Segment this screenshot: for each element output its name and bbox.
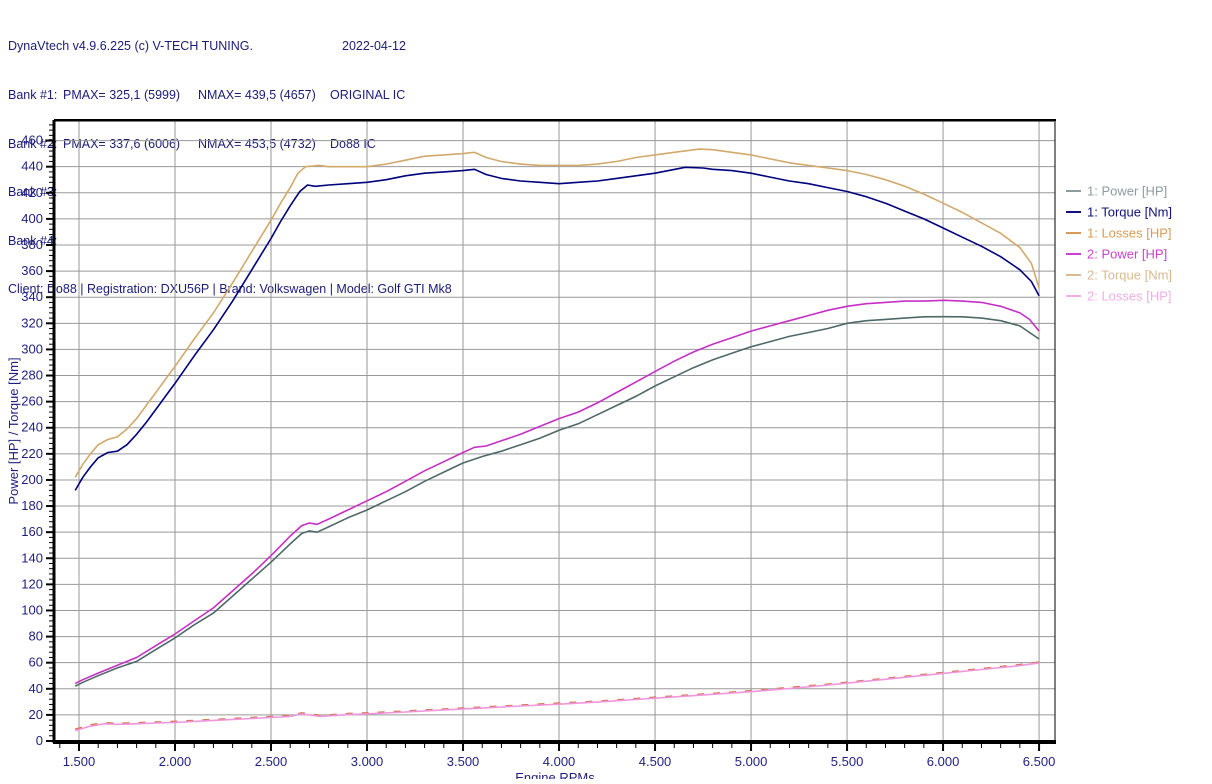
client-info: Client: Do88 | Registration: DXU56P | Br… <box>8 282 452 297</box>
y-tick-label: 180 <box>21 498 43 513</box>
y-tick-label: 60 <box>29 655 43 670</box>
y-tick-label: 440 <box>21 159 43 174</box>
x-tick-label: 1.500 <box>63 754 96 769</box>
legend-label: 2: Power [HP] <box>1087 247 1167 262</box>
y-tick-label: 40 <box>29 681 43 696</box>
legend-label: 2: Losses [HP] <box>1087 289 1172 304</box>
client-row: Client: Do88 | Registration: DXU56P | Br… <box>8 281 452 297</box>
y-tick-label: 460 <box>21 133 43 148</box>
x-tick-label: 5.500 <box>831 754 864 769</box>
title-row: DynaVtech v4.9.6.225 (c) V-TECH TUNING. … <box>8 38 452 54</box>
legend-label: 2: Torque [Nm] <box>1087 268 1172 283</box>
y-tick-label: 120 <box>21 576 43 591</box>
series-curve-4 <box>74 299 1040 685</box>
y-tick-label: 300 <box>21 341 43 356</box>
bank-nmax: NMAX= 439,5 (4657) <box>198 88 316 103</box>
y-tick-label: 340 <box>21 289 43 304</box>
y-tick-label: 280 <box>21 368 43 383</box>
x-tick-label: 4.500 <box>639 754 672 769</box>
bank-pmax: PMAX= 325,1 (5999) <box>63 88 181 103</box>
series-curve-2 <box>74 166 1040 491</box>
plot-border <box>54 120 1056 742</box>
legend-label: 1: Power [HP] <box>1087 184 1167 199</box>
legend-label: 1: Losses [HP] <box>1087 226 1172 241</box>
y-tick-label: 140 <box>21 550 43 565</box>
x-tick-label: 2.500 <box>255 754 288 769</box>
y-tick-label: 220 <box>21 446 43 461</box>
x-tick-label: 3.500 <box>447 754 480 769</box>
y-tick-label: 100 <box>21 602 43 617</box>
y-tick-label: 400 <box>21 211 43 226</box>
x-tick-label: 2.000 <box>159 754 192 769</box>
x-tick-label: 3.000 <box>351 754 384 769</box>
legend-label: 1: Torque [Nm] <box>1087 205 1172 220</box>
bank-row-1: Bank #1: PMAX= 325,1 (5999) NMAX= 439,5 … <box>8 87 452 103</box>
y-tick-label: 360 <box>21 263 43 278</box>
y-tick-label: 420 <box>21 185 43 200</box>
y-tick-label: 320 <box>21 315 43 330</box>
y-tick-label: 0 <box>36 733 43 748</box>
y-tick-label: 80 <box>29 629 43 644</box>
x-axis-title: Engine RPMs <box>515 770 595 779</box>
y-tick-label: 200 <box>21 472 43 487</box>
bank-label: Bank #1: <box>8 88 58 103</box>
chart-legend: 1: Power [HP] 1: Torque [Nm] 1: Losses [HP… <box>1066 184 1172 304</box>
series-curve-6 <box>74 662 1040 732</box>
bank-note: ORIGINAL IC <box>330 88 406 103</box>
series-curve-1 <box>74 315 1040 687</box>
y-tick-label: 160 <box>21 524 43 539</box>
x-tick-label: 6.500 <box>1023 754 1056 769</box>
y-tick-label: 20 <box>29 707 43 722</box>
series-curve-3 <box>74 661 1040 731</box>
y-tick-label: 240 <box>21 420 43 435</box>
app-title: DynaVtech v4.9.6.225 (c) V-TECH TUNING. <box>8 39 253 54</box>
x-tick-label: 6.000 <box>927 754 960 769</box>
y-tick-label: 380 <box>21 237 43 252</box>
x-tick-label: 4.000 <box>543 754 576 769</box>
x-tick-label: 5.000 <box>735 754 768 769</box>
y-tick-label: 260 <box>21 394 43 409</box>
report-date: 2022-04-12 <box>342 39 406 54</box>
y-axis-title: Power [HP] / Torque [Nm] <box>6 357 21 504</box>
series-curve-5 <box>74 148 1040 478</box>
